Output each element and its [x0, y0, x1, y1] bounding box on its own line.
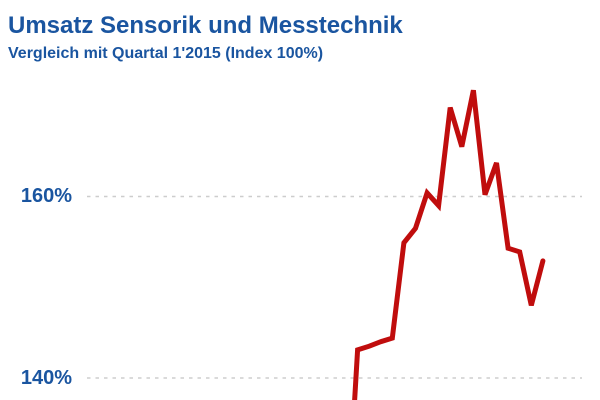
y-axis-label-140: 140%	[20, 367, 72, 389]
revenue-index-line	[352, 89, 546, 400]
chart-subtitle: Vergleich mit Quartal 1'2015 (Index 100%…	[8, 45, 324, 62]
y-axis-label-160: 160%	[20, 185, 72, 207]
gridlines	[87, 195, 582, 379]
chart-title: Umsatz Sensorik und Messtechnik	[8, 12, 403, 39]
